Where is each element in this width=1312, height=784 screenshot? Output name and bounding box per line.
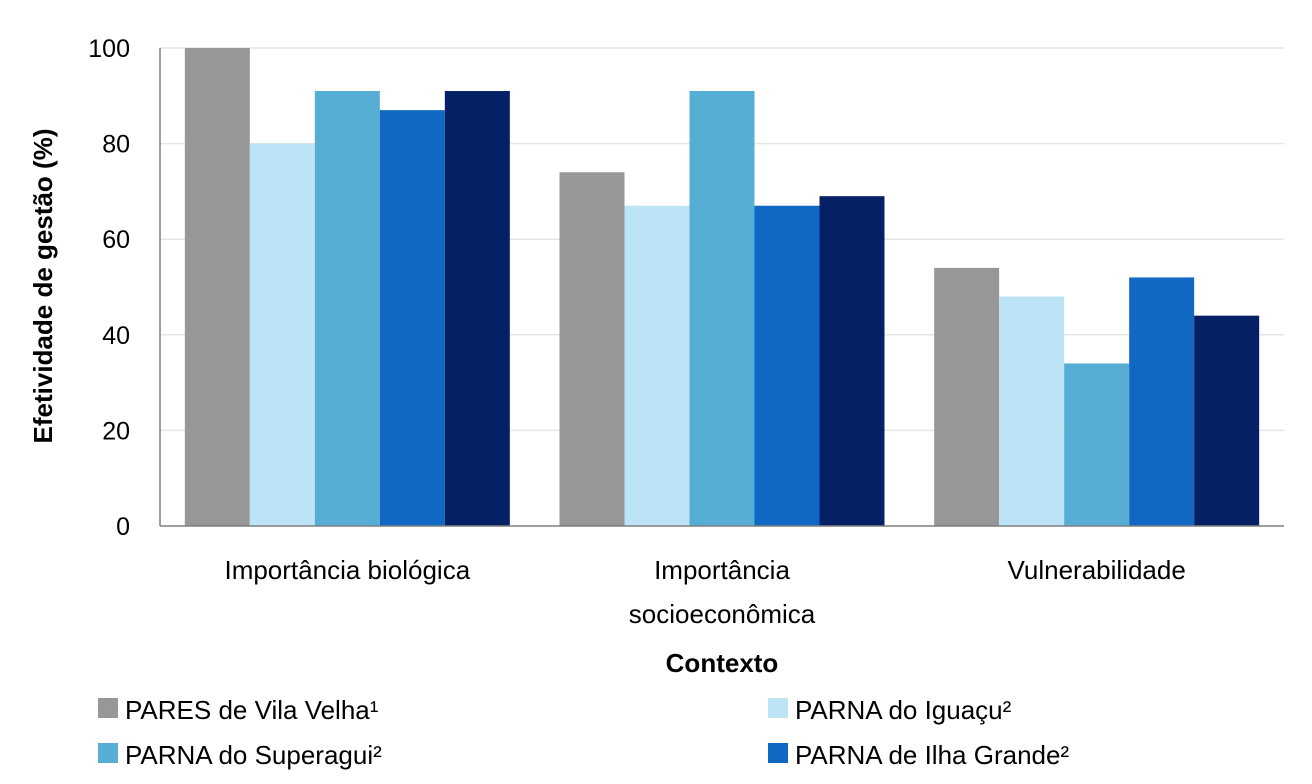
bar [999,296,1065,526]
legend-label: PARNA do Superagui² [125,740,382,770]
legend-swatch [768,698,788,718]
y-tick-label: 80 [102,131,130,159]
y-tick-label: 0 [116,513,130,541]
category-labels: Importância biológica Importância socioeco… [224,555,1185,629]
bars [184,48,1260,527]
legend: PARES de Vila Velha¹ PARNA do Iguaçu² PARN… [98,695,1069,770]
legend-swatch [98,698,118,718]
legend-label: PARNA do Iguaçu² [795,695,1012,725]
bar [1194,315,1260,526]
category-label: Vulnerabilidade [1008,555,1186,585]
bar [314,91,380,527]
bar [624,205,690,527]
legend-label: PARES de Vila Velha¹ [125,695,379,725]
y-tick-label: 60 [102,226,130,254]
axes [159,48,1284,527]
bar [934,267,1000,526]
category-label: Importância biológica [224,555,470,585]
category-label: socioeconômica [629,599,816,629]
bar [1129,277,1195,526]
bar [559,172,625,526]
bar [379,110,445,526]
y-tick-label: 100 [88,35,130,63]
bar [249,143,315,526]
y-tick-labels: 0 20 40 60 80 100 [88,35,130,541]
bar [819,196,885,526]
x-axis-title: Contexto [666,648,779,678]
category-label: Importância [654,555,790,585]
bar [444,91,510,527]
bar [184,48,250,526]
bar [689,91,755,527]
bar [754,205,820,527]
legend-swatch [98,743,118,763]
y-tick-label: 20 [102,417,130,445]
legend-label: PARNA de Ilha Grande² [795,740,1069,770]
bar [1064,363,1130,526]
y-axis-title: Efetividade de gestão (%) [28,129,58,444]
legend-swatch [768,743,788,763]
y-tick-label: 40 [102,322,130,350]
